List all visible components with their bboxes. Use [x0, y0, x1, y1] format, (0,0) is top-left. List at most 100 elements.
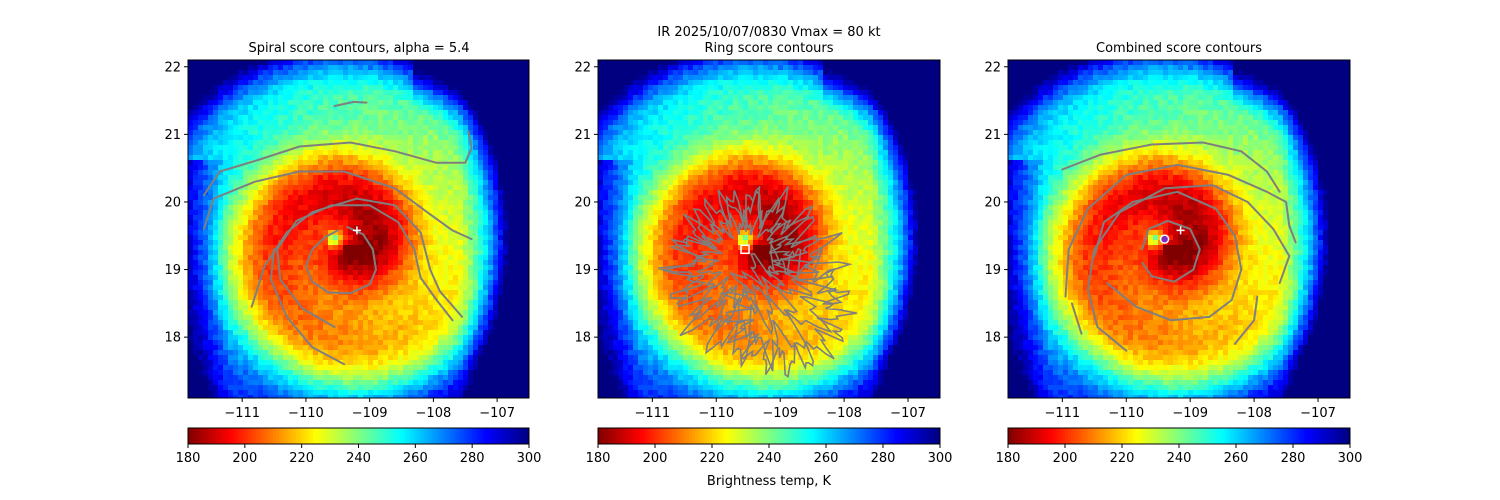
heatmap-cell: [373, 70, 379, 76]
heatmap-cell: [443, 215, 449, 221]
heatmap-cell: [298, 105, 304, 111]
heatmap-cell: [413, 215, 419, 221]
heatmap-cell: [423, 150, 429, 156]
heatmap-cell: [428, 300, 434, 306]
heatmap-cell: [383, 160, 389, 166]
heatmap-cell: [453, 280, 459, 286]
heatmap-cell: [218, 300, 224, 306]
heatmap-cell: [213, 380, 219, 386]
heatmap-cell: [258, 140, 264, 146]
heatmap-cell: [298, 375, 304, 381]
heatmap-cell: [198, 260, 204, 266]
heatmap-cell: [303, 325, 309, 331]
heatmap-cell: [233, 355, 239, 361]
heatmap-cell: [498, 260, 504, 266]
colorbar-segment: [210, 428, 215, 444]
heatmap-cell: [433, 255, 439, 261]
heatmap-cell: [193, 155, 199, 161]
heatmap-cell: [263, 160, 269, 166]
heatmap-cell: [493, 300, 499, 306]
heatmap-cell: [363, 340, 369, 346]
heatmap-cell: [493, 365, 499, 371]
heatmap-cell: [523, 240, 529, 246]
heatmap-cell: [458, 115, 464, 121]
heatmap-cell: [438, 285, 444, 291]
heatmap-cell: [208, 155, 214, 161]
heatmap-cell: [188, 350, 194, 356]
heatmap-cell: [433, 110, 439, 116]
heatmap-cell: [328, 85, 334, 91]
x-tick-label: −109: [352, 406, 388, 421]
colorbar-segment: [338, 428, 342, 444]
heatmap-cell: [308, 135, 314, 141]
heatmap-cell: [233, 280, 239, 286]
heatmap-cell: [223, 120, 229, 126]
heatmap-cell: [248, 235, 254, 241]
heatmap-cell: [493, 315, 499, 321]
heatmap-cell: [843, 65, 849, 71]
heatmap-cell: [223, 85, 229, 91]
heatmap-cell: [238, 370, 244, 376]
heatmap-cell: [293, 385, 299, 391]
heatmap-cell: [368, 135, 374, 141]
heatmap-cell: [228, 235, 234, 241]
heatmap-cell: [243, 275, 249, 281]
heatmap-cell: [518, 250, 524, 256]
heatmap-cell: [483, 65, 489, 71]
heatmap-cell: [423, 235, 429, 241]
heatmap-cell: [433, 310, 439, 316]
heatmap-cell: [408, 320, 414, 326]
heatmap-cell: [323, 80, 329, 86]
heatmap-cell: [253, 320, 259, 326]
heatmap-cell: [363, 295, 369, 301]
colorbar-segment: [418, 428, 422, 444]
heatmap-cell: [423, 305, 429, 311]
heatmap-cell: [288, 100, 294, 106]
heatmap-cell: [483, 95, 489, 101]
heatmap-cell: [358, 150, 364, 156]
heatmap-cell: [353, 210, 359, 216]
heatmap-cell: [333, 100, 339, 106]
heatmap-cell: [513, 205, 519, 211]
heatmap-cell: [463, 250, 469, 256]
heatmap-cell: [253, 390, 259, 396]
heatmap-cell: [318, 395, 324, 399]
heatmap-cell: [298, 100, 304, 106]
heatmap-cell: [238, 380, 244, 386]
heatmap-cell: [418, 385, 424, 391]
colorbar-segment: [386, 428, 391, 444]
heatmap-cell: [193, 320, 199, 326]
heatmap-cell: [258, 310, 264, 316]
heatmap-cell: [383, 290, 389, 296]
heatmap-cell: [328, 170, 334, 176]
heatmap-cell: [393, 250, 399, 256]
heatmap-cell: [878, 65, 884, 71]
panel-title-spiral: Spiral score contours, alpha = 5.4: [248, 41, 469, 56]
center-plus-marker: [352, 226, 361, 235]
heatmap-cell: [473, 345, 479, 351]
heatmap-cell: [493, 285, 499, 291]
heatmap-cell: [213, 170, 219, 176]
heatmap-cell: [218, 125, 224, 131]
heatmap-cell: [348, 205, 354, 211]
heatmap-cell: [448, 280, 454, 286]
heatmap-cell: [378, 230, 384, 236]
heatmap-cell: [493, 280, 499, 286]
heatmap-cell: [463, 280, 469, 286]
heatmap-cell: [448, 135, 454, 141]
heatmap-cell: [268, 220, 274, 226]
heatmap-cell: [358, 110, 364, 116]
heatmap-cell: [203, 210, 209, 216]
heatmap-cell: [353, 370, 359, 376]
heatmap-cell: [313, 135, 319, 141]
heatmap-cell: [438, 255, 444, 261]
heatmap-cell: [463, 140, 469, 146]
heatmap-cell: [208, 60, 214, 66]
heatmap-cell: [398, 70, 404, 76]
heatmap-cell: [338, 150, 344, 156]
heatmap-cell: [353, 395, 359, 399]
heatmap-cell: [373, 75, 379, 81]
heatmap-cell: [298, 125, 304, 131]
heatmap-cell: [383, 315, 389, 321]
